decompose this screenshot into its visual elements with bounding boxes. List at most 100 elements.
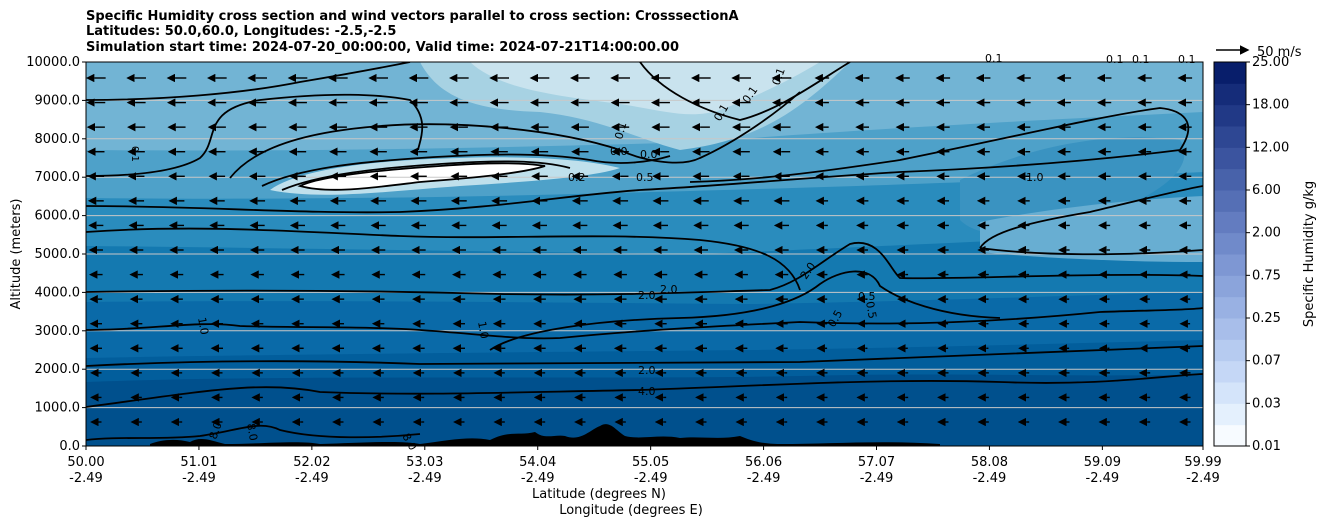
colorbar-tick-label: 12.00 — [1252, 140, 1289, 155]
y-tick-label: 5000.0 — [35, 247, 81, 262]
y-tick-label: 4000.0 — [35, 285, 81, 300]
contour-label: 0.1 — [985, 52, 1003, 65]
contour-line-filament-mid — [261, 153, 671, 187]
contour-label: 0.0 — [610, 145, 628, 158]
colorbar-band — [1214, 296, 1246, 319]
x-tick-label-lon: -2.49 — [182, 471, 216, 486]
colorbar-tick-label: 0.03 — [1252, 396, 1281, 411]
y-tick-label: 0.0 — [59, 439, 80, 454]
contour-line-2-mid — [86, 241, 1203, 296]
contour-line-4 — [86, 373, 1203, 408]
contour-label: 1.0 — [195, 316, 211, 335]
contour-line-surface-8 — [86, 424, 421, 441]
x-tick-label-lon: -2.49 — [860, 471, 894, 486]
colorbar-band — [1214, 360, 1246, 383]
x-tick-label-lat: 52.02 — [293, 455, 330, 470]
x-tick-label-lat: 55.05 — [632, 455, 669, 470]
y-tick-label: 8000.0 — [35, 132, 81, 147]
colorbar-band — [1214, 254, 1246, 276]
contour-label: 0.1 — [1106, 53, 1124, 66]
colorbar-band — [1214, 275, 1246, 298]
colorbar-band — [1214, 424, 1246, 447]
contour-line-filament-inner — [281, 160, 571, 191]
contour-label: 0.1 — [1178, 53, 1196, 66]
colorbar-tick-label: 0.75 — [1252, 268, 1281, 283]
contour-line-filament-outer — [229, 91, 801, 179]
colorbar-tick-label: 0.01 — [1252, 439, 1281, 454]
x-tick-label-lon: -2.49 — [521, 471, 555, 486]
x-tick-label-lon: -2.49 — [973, 471, 1007, 486]
x-tick-label-lat: 50.00 — [67, 455, 104, 470]
humidity-band-surface — [86, 372, 1203, 446]
x-tick-label-lon: -2.49 — [1186, 471, 1220, 486]
x-tick-label-lon: -2.49 — [747, 471, 781, 486]
contour-label: 2.0 — [660, 283, 678, 296]
colorbar-band — [1214, 126, 1246, 148]
contour-line-right-loop — [979, 185, 1203, 256]
colorbar-band — [1214, 318, 1246, 340]
colorbar-tick-label: 0.07 — [1252, 354, 1281, 369]
contour-label: 1.0 — [475, 320, 491, 339]
colorbar-band — [1214, 147, 1246, 170]
colorbar-band — [1214, 382, 1246, 404]
wind-vector-field — [86, 73, 1193, 427]
contour-label: 0.1 — [1132, 53, 1150, 66]
colorbar-band — [1214, 62, 1246, 84]
chart-title-line-1: Specific Humidity cross section and wind… — [86, 9, 739, 24]
contour-line-1-lower — [86, 307, 1203, 340]
x-tick-label-lon: -2.49 — [634, 471, 668, 486]
contour-label: 0.5 — [858, 290, 876, 303]
chart-title-line-2: Latitudes: 50.0,60.0, Longitudes: -2.5,-… — [86, 24, 397, 39]
x-tick-label-lat: 54.04 — [519, 455, 556, 470]
humidity-band-right-lower-pocket — [980, 196, 1203, 262]
x-axis: 50.00-2.4951.01-2.4952.02-2.4953.03-2.49… — [67, 446, 1222, 486]
colorbar-frame — [1213, 61, 1247, 447]
x-tick-label-lat: 56.06 — [745, 455, 782, 470]
colorbar-band — [1214, 232, 1246, 255]
contour-label: 0.1 — [612, 121, 629, 141]
colorbar-label: Specific Humidity g/kg — [1302, 181, 1317, 327]
chart-title-line-3: Simulation start time: 2024-07-20_00:00:… — [86, 40, 679, 55]
humidity-band-lower — [86, 338, 1203, 382]
y-tick-label: 10000.0 — [26, 55, 80, 70]
x-axis-label-line-1: Latitude (degrees N) — [532, 487, 666, 502]
colorbar-band — [1214, 403, 1246, 426]
colorbar-tick-label: 18.00 — [1252, 98, 1289, 113]
y-tick-label: 2000.0 — [35, 362, 81, 377]
terrain-silhouette — [150, 424, 940, 446]
x-tick-label-lon: -2.49 — [1086, 471, 1120, 486]
colorbar-tick-label: 6.00 — [1252, 183, 1281, 198]
contour-label: 1.0 — [1026, 171, 1044, 184]
quiver-key-label: 50 m/s — [1257, 45, 1302, 60]
colorbar-band — [1214, 339, 1246, 362]
x-tick-label-lat: 58.08 — [971, 455, 1008, 470]
colorbar: 0.01 0.03 0.07 0.25 0.75 2.00 6.00 12.00 18.00 25… — [1213, 55, 1289, 454]
contour-line-2-lower — [86, 345, 1203, 367]
contour-line-filament-core — [297, 162, 546, 191]
colorbar-band — [1214, 168, 1246, 191]
y-axis: 0.0 1000.0 2000.0 3000.0 4000.0 5000.0 6000.0 7… — [26, 55, 86, 454]
contour-fill-layer — [86, 62, 1203, 446]
contour-label: 2.0 — [638, 289, 656, 302]
colorbar-band — [1214, 190, 1246, 212]
y-tick-label: 6000.0 — [35, 209, 81, 224]
contour-label: 0.5 — [863, 300, 879, 319]
x-tick-label-lat: 57.07 — [858, 455, 895, 470]
contour-line-1-upper — [86, 227, 801, 291]
contour-label: 8.0 — [244, 422, 260, 441]
contour-label: 0.1 — [770, 66, 788, 87]
contour-label: 0.5 — [636, 171, 654, 184]
y-tick-label: 9000.0 — [35, 93, 81, 108]
contour-line-01-top — [86, 62, 411, 101]
y-tick-label: 3000.0 — [35, 324, 81, 339]
contour-label: 4.0 — [638, 385, 656, 398]
contour-label: 0.1 — [129, 146, 140, 162]
contour-label: 0.2 — [568, 171, 586, 184]
humidity-band-right-pocket — [960, 137, 1185, 235]
x-tick-label-lat: 53.03 — [406, 455, 443, 470]
contour-label: 8.0 — [207, 420, 225, 441]
x-tick-label-lat: 59.09 — [1084, 455, 1121, 470]
y-axis-label: Altitude (meters) — [9, 199, 24, 310]
horizontal-grid — [86, 99, 1203, 409]
